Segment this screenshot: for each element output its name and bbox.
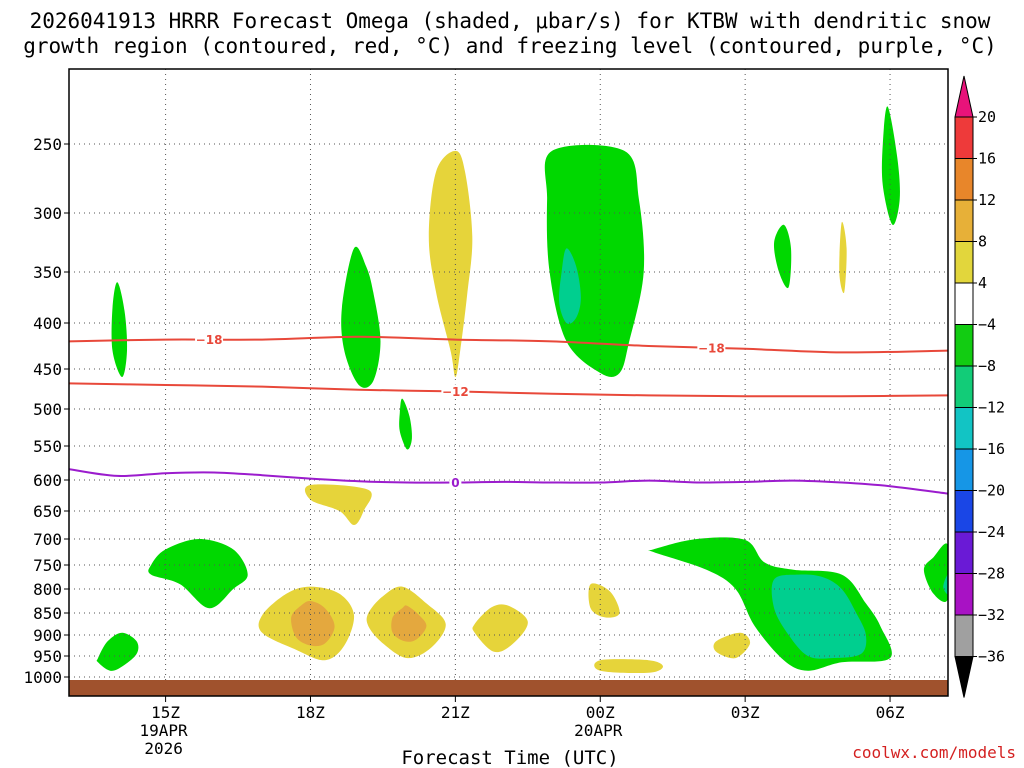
colorbar-box bbox=[954, 531, 974, 574]
colorbar-box bbox=[954, 490, 974, 533]
contour-label-freezing-level: 0 bbox=[451, 476, 459, 490]
colorbar-label: −16 bbox=[978, 440, 1005, 458]
colorbar-label: 8 bbox=[978, 233, 987, 251]
colorbar-box bbox=[954, 158, 974, 201]
contour-label-dgz-upper: −18 bbox=[196, 333, 223, 347]
colorbar-label: −36 bbox=[978, 648, 1005, 666]
y-tick-label: 950 bbox=[33, 647, 62, 666]
x-tick-year: 2026 bbox=[144, 739, 183, 758]
contour-freezing-level bbox=[69, 468, 948, 495]
y-tick-label: 650 bbox=[33, 502, 62, 521]
colorbar-label: −8 bbox=[978, 357, 996, 375]
chart-title-line1: 2026041913 HRRR Forecast Omega (shaded, … bbox=[30, 9, 991, 33]
orange-blob-18z-low bbox=[291, 600, 335, 647]
colorbar-label: −4 bbox=[978, 316, 996, 334]
yellow-blob-03z-bottom bbox=[713, 632, 751, 659]
green-blob-07z-right bbox=[923, 543, 948, 602]
colorbar-box bbox=[954, 365, 974, 408]
colorbar-label: 4 bbox=[978, 274, 987, 292]
colorbar-box bbox=[954, 614, 974, 657]
omega-regions bbox=[96, 106, 948, 674]
colorbar-box bbox=[954, 573, 974, 616]
y-tick-label: 900 bbox=[33, 626, 62, 645]
yellow-blob-22z-low bbox=[472, 604, 528, 653]
chart-title-line2: growth region (contoured, red, °C) and f… bbox=[23, 34, 997, 58]
green-blob-16z-low bbox=[148, 539, 248, 609]
colorbar-label: −20 bbox=[978, 482, 1005, 500]
contour-label-dgz-upper: −18 bbox=[698, 341, 725, 355]
colorbar-box bbox=[954, 448, 974, 491]
x-tick-label: 15Z bbox=[151, 703, 180, 722]
colorbar-label: 20 bbox=[978, 108, 996, 126]
plot-frame bbox=[68, 68, 949, 697]
yellow-blob-01z-bottom bbox=[594, 659, 663, 674]
y-tick-label: 350 bbox=[33, 263, 62, 282]
y-tick-label: 550 bbox=[33, 437, 62, 456]
x-tick-label: 00Z bbox=[586, 703, 615, 722]
x-tick-label: 03Z bbox=[731, 703, 760, 722]
y-tick-label: 1000 bbox=[23, 668, 62, 687]
grid-lines bbox=[69, 69, 948, 680]
y-axis-ticks: 250 300 350 400 450 500 550 600 650 700 750 800 850 9… bbox=[23, 135, 69, 687]
contour-labels: −18 −18 −12 0 bbox=[195, 332, 726, 490]
green-blob-06z-top bbox=[881, 106, 900, 226]
colorbar-box bbox=[954, 324, 974, 367]
contour-label-bg bbox=[449, 475, 462, 490]
contour-label-bg bbox=[195, 332, 224, 347]
colorbar-box bbox=[954, 282, 974, 325]
y-tick-label: 600 bbox=[33, 471, 62, 490]
colorbar-label: −12 bbox=[978, 399, 1005, 417]
x-tick-label: 18Z bbox=[296, 703, 325, 722]
colorbar: 20 16 12 8 4 −4 −8 −12 −16 −20 −24 −28 −32 −36 bbox=[954, 75, 1005, 698]
y-tick-label: 500 bbox=[33, 400, 62, 419]
x-axis-label: Forecast Time (UTC) bbox=[401, 747, 618, 768]
green-blob-04z bbox=[773, 224, 792, 289]
y-tick-label: 850 bbox=[33, 604, 62, 623]
orange-blob-20z-low bbox=[391, 605, 427, 642]
colorbar-label: 16 bbox=[978, 150, 996, 168]
y-tick-label: 700 bbox=[33, 530, 62, 549]
contour-label-dgz-lower: −12 bbox=[442, 385, 469, 399]
y-tick-label: 400 bbox=[33, 314, 62, 333]
y-tick-label: 750 bbox=[33, 556, 62, 575]
teal-blob-23z bbox=[559, 248, 581, 324]
green-blob-20z-mid bbox=[399, 398, 412, 450]
colorbar-label: −24 bbox=[978, 523, 1005, 541]
colorbar-box bbox=[954, 241, 974, 284]
y-tick-label: 250 bbox=[33, 135, 62, 154]
green-blob-14z-upper bbox=[111, 282, 128, 377]
yellow-blob-21z bbox=[428, 150, 473, 377]
y-tick-label: 300 bbox=[33, 204, 62, 223]
green-blob-19z bbox=[341, 246, 381, 388]
colorbar-box bbox=[954, 199, 974, 242]
yellow-blob-19z-mid bbox=[304, 484, 372, 525]
x-tick-label: 21Z bbox=[441, 703, 470, 722]
green-blob-14z-low bbox=[96, 632, 139, 671]
contour-label-bg bbox=[441, 384, 470, 399]
contour-label-bg bbox=[697, 340, 726, 355]
yellow-blob-05z bbox=[839, 221, 847, 294]
ground-bar bbox=[69, 680, 948, 696]
colorbar-top-arrow bbox=[954, 75, 974, 118]
y-tick-label: 450 bbox=[33, 360, 62, 379]
yellow-blob-00z-low bbox=[588, 583, 620, 618]
teal-blob-04z-low bbox=[771, 574, 867, 659]
x-tick-date: 20APR bbox=[574, 721, 623, 740]
colorbar-label: 12 bbox=[978, 191, 996, 209]
colorbar-box bbox=[954, 407, 974, 450]
colorbar-bottom-arrow bbox=[954, 656, 974, 698]
y-tick-label: 800 bbox=[33, 580, 62, 599]
colorbar-label: −32 bbox=[978, 606, 1005, 624]
contour-dgz-lower bbox=[69, 382, 948, 398]
colorbar-label: −28 bbox=[978, 565, 1005, 583]
x-tick-date: 19APR bbox=[140, 721, 189, 740]
colorbar-box bbox=[954, 116, 974, 159]
credit-text[interactable]: coolwx.com/models bbox=[852, 743, 1016, 762]
x-tick-label: 06Z bbox=[876, 703, 905, 722]
